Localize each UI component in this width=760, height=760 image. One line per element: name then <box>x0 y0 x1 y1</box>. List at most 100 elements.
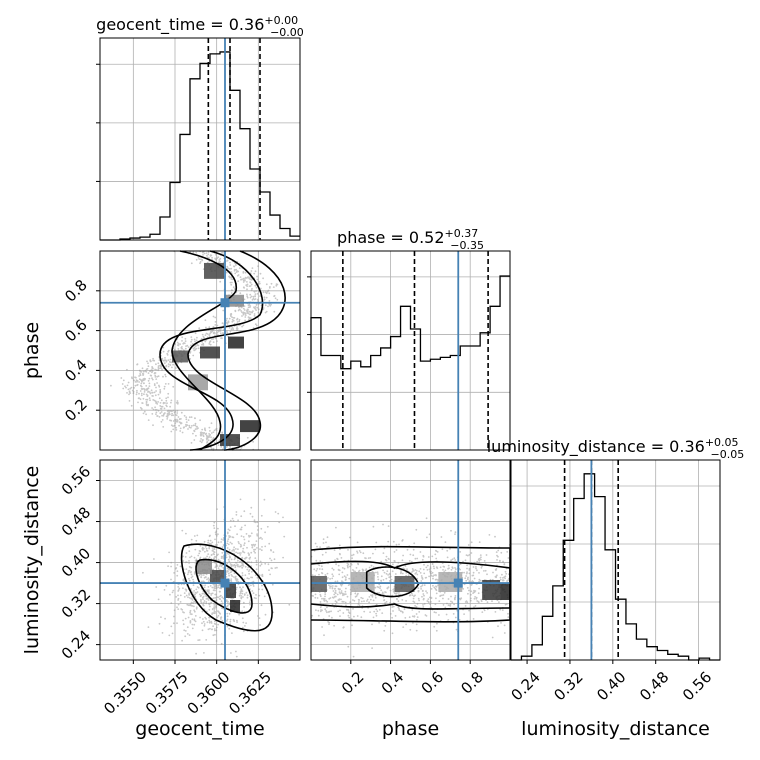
scatter-point <box>494 611 497 613</box>
scatter-point <box>227 320 230 323</box>
scatter-point <box>241 311 243 314</box>
scatter-point <box>230 574 233 576</box>
scatter-point <box>345 587 347 590</box>
scatter-point <box>232 317 235 319</box>
scatter-point <box>465 554 468 556</box>
scatter-point <box>330 610 332 613</box>
scatter-point <box>210 592 213 595</box>
scatter-point <box>356 552 359 554</box>
scatter-point <box>240 526 243 529</box>
scatter-point <box>447 604 450 607</box>
scatter-point <box>424 576 427 579</box>
scatter-point <box>417 587 420 589</box>
scatter-point <box>427 598 430 600</box>
scatter-point <box>202 580 205 583</box>
scatter-point <box>226 330 228 333</box>
scatter-point <box>229 618 232 621</box>
scatter-point <box>172 363 175 366</box>
scatter-point <box>261 584 263 587</box>
scatter-point <box>266 290 269 293</box>
scatter-point <box>221 252 223 254</box>
scatter-point <box>164 373 167 376</box>
scatter-point <box>469 599 472 602</box>
scatter-point <box>230 312 233 315</box>
scatter-point <box>475 596 478 599</box>
scatter-point <box>236 621 239 623</box>
scatter-point <box>335 563 337 566</box>
scatter-point <box>178 587 181 590</box>
scatter-point <box>350 593 352 596</box>
scatter-point <box>328 584 330 586</box>
scatter-point <box>238 542 240 545</box>
scatter-point <box>415 623 418 626</box>
scatter-point <box>233 572 236 575</box>
scatter-point <box>200 438 203 440</box>
scatter-point <box>136 363 139 366</box>
scatter-point <box>204 550 206 553</box>
scatter-point <box>357 603 360 605</box>
scatter-point <box>190 538 193 541</box>
scatter-point <box>454 559 457 561</box>
scatter-point <box>181 336 184 339</box>
scatter-point <box>401 599 404 601</box>
scatter-point <box>270 559 273 562</box>
scatter-point <box>217 527 219 530</box>
scatter-point <box>341 567 344 569</box>
scatter-point <box>429 596 431 599</box>
scatter-point <box>215 626 218 629</box>
scatter-point <box>197 554 200 557</box>
scatter-point <box>239 276 242 278</box>
scatter-point <box>423 594 425 597</box>
x-tick-label: 0.40 <box>593 668 629 704</box>
scatter-point <box>165 365 168 368</box>
scatter-point <box>148 385 151 387</box>
scatter-point <box>190 555 193 558</box>
histogram-luminosity_distance <box>511 473 720 661</box>
scatter-point <box>349 601 352 603</box>
scatter-point <box>229 519 232 522</box>
scatter-point <box>316 597 319 599</box>
scatter-point <box>220 446 223 448</box>
scatter-point <box>162 359 165 362</box>
scatter-point <box>412 600 415 603</box>
scatter-point <box>329 587 331 589</box>
scatter-point <box>214 596 217 599</box>
scatter-point <box>343 593 346 596</box>
scatter-point <box>203 432 206 434</box>
scatter-point <box>421 590 424 592</box>
scatter-point <box>459 563 462 565</box>
scatter-point <box>195 607 198 610</box>
scatter-point <box>431 555 434 558</box>
scatter-point <box>245 622 248 624</box>
scatter-point <box>161 632 164 634</box>
scatter-point <box>201 592 204 595</box>
scatter-point <box>201 610 204 613</box>
scatter-point <box>232 536 235 539</box>
scatter-point <box>178 424 181 427</box>
scatter-point <box>131 376 133 379</box>
scatter-point <box>257 311 260 314</box>
scatter-point <box>468 569 471 571</box>
scatter-point <box>478 578 481 581</box>
scatter-point <box>212 597 215 599</box>
scatter-point <box>176 622 178 625</box>
scatter-point <box>422 568 425 571</box>
scatter-point <box>356 615 359 617</box>
scatter-point <box>182 426 185 429</box>
scatter-point <box>382 593 385 595</box>
scatter-point <box>195 434 197 437</box>
scatter-point <box>408 616 411 619</box>
scatter-point <box>208 426 211 429</box>
scatter-point <box>141 367 144 370</box>
scatter-point <box>253 597 256 599</box>
scatter-point <box>259 624 261 626</box>
scatter-point <box>213 606 216 608</box>
scatter-point <box>478 559 481 562</box>
scatter-point <box>261 574 264 577</box>
scatter-point <box>273 310 276 313</box>
scatter-point <box>213 622 216 625</box>
scatter-point <box>472 618 475 620</box>
scatter-point <box>152 357 155 360</box>
scatter-point <box>506 551 509 553</box>
scatter-point <box>132 392 135 395</box>
